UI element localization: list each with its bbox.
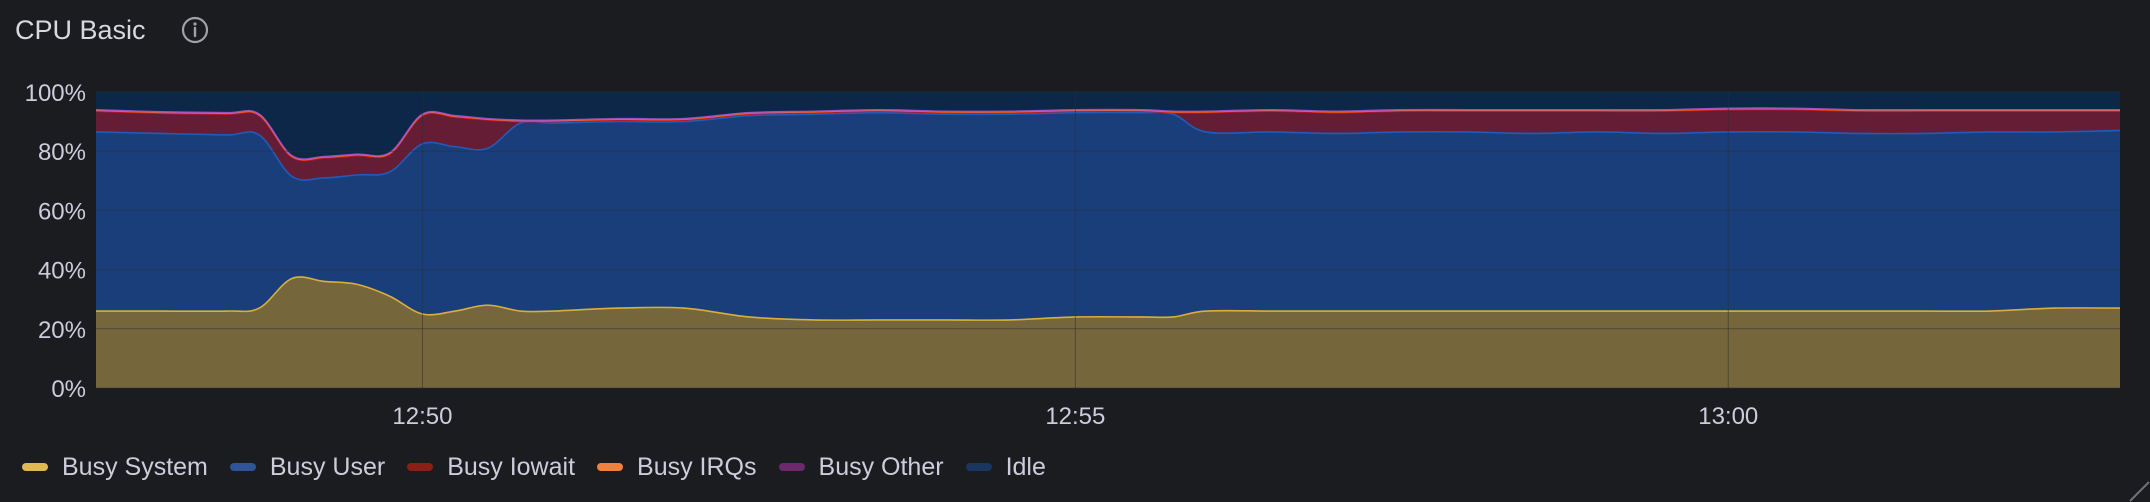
legend-item-busy-irqs[interactable]: Busy IRQs: [597, 452, 757, 482]
resize-handle-icon[interactable]: [2124, 476, 2150, 502]
legend-swatch: [229, 463, 256, 471]
y-tick-label: 0%: [51, 376, 86, 403]
x-tick-label: 13:00: [1698, 403, 1758, 430]
series-area-idle: [96, 92, 2120, 160]
legend-swatch: [597, 463, 624, 471]
series-area-busy-system: [96, 276, 2120, 388]
x-tick-label: 12:55: [1045, 403, 1105, 430]
series-area-busy-iowait: [96, 109, 2120, 181]
legend-swatch: [965, 463, 992, 471]
y-tick-label: 60%: [38, 198, 86, 225]
series-area-busy-user: [96, 112, 2120, 321]
y-tick-label: 100%: [25, 80, 86, 107]
x-tick-label: 12:50: [392, 403, 452, 430]
chart-area[interactable]: 0% 20% 40% 60% 80% 100% 12:50 12:55 13:00: [0, 70, 2150, 430]
panel-title: CPU Basic: [15, 14, 146, 45]
legend-swatch: [407, 463, 434, 471]
info-circle-icon[interactable]: [180, 15, 210, 45]
y-tick-label: 80%: [38, 139, 86, 166]
legend-label: Idle: [1005, 452, 1046, 481]
legend-swatch: [778, 463, 805, 471]
legend-item-busy-other[interactable]: Busy Other: [778, 452, 944, 482]
legend-label: Busy Iowait: [447, 452, 576, 481]
legend-label: Busy Other: [818, 452, 944, 481]
legend-item-busy-system[interactable]: Busy System: [22, 453, 208, 482]
legend-item-idle[interactable]: Idle: [965, 452, 1046, 482]
legend-label: Busy User: [269, 452, 386, 481]
legend-label: Busy IRQs: [637, 452, 757, 481]
panel-header: CPU Basic: [15, 10, 210, 50]
y-tick-label: 40%: [38, 258, 86, 285]
chart-legend: Busy System Busy User Busy Iowait Busy IRQs…: [22, 450, 1046, 484]
plot-background: [96, 92, 2120, 388]
y-tick-label: 20%: [38, 317, 86, 344]
cpu-chart[interactable]: 0% 20% 40% 60% 80% 100% 12:50 12:55 13:00: [0, 70, 2150, 430]
legend-label: Busy System: [62, 452, 208, 481]
legend-swatch: [22, 463, 48, 471]
legend-item-busy-user[interactable]: Busy User: [229, 452, 386, 482]
legend-item-busy-iowait[interactable]: Busy Iowait: [407, 453, 575, 482]
